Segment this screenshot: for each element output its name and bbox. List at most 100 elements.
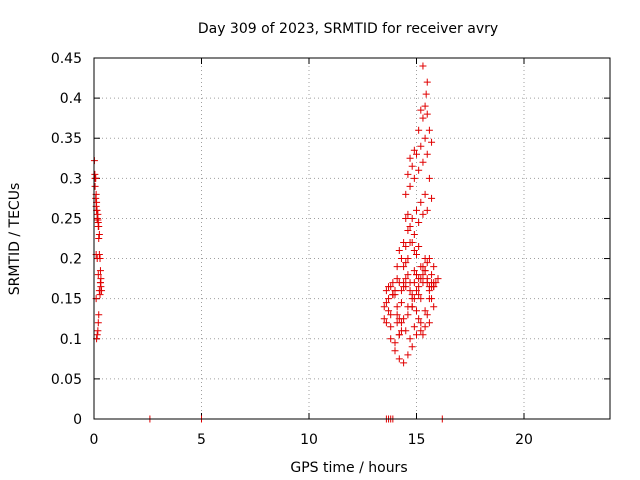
data-point (423, 110, 431, 118)
data-point (413, 206, 420, 214)
data-point (428, 194, 436, 202)
data-point (413, 251, 420, 259)
data-point (404, 303, 412, 311)
data-point (434, 275, 442, 283)
data-point (415, 283, 423, 291)
x-tick-label: 5 (197, 432, 206, 448)
data-point (423, 150, 431, 158)
data-point (415, 315, 423, 323)
data-point (400, 315, 408, 323)
data-point (91, 174, 99, 182)
x-tick-label: 15 (408, 432, 426, 448)
y-tick-label: 0.1 (60, 332, 82, 348)
plot-frame (93, 57, 611, 420)
data-point (404, 255, 412, 263)
data-point (410, 146, 418, 154)
data-point (430, 303, 438, 311)
data-point (94, 319, 102, 327)
data-point (419, 62, 427, 70)
data-point (413, 331, 420, 339)
data-point (402, 214, 410, 222)
data-point (404, 170, 412, 178)
data-point (402, 243, 410, 251)
data-point (408, 295, 416, 303)
data-point (415, 291, 423, 299)
data-point (404, 226, 412, 234)
data-point (410, 323, 418, 331)
data-point (95, 311, 103, 319)
data-point (406, 279, 414, 287)
data-point (397, 287, 405, 295)
data-point (423, 206, 431, 214)
data-point (404, 351, 412, 359)
data-point (391, 339, 399, 347)
y-tick-label: 0.45 (51, 51, 82, 67)
data-point (417, 142, 425, 150)
data-point (385, 307, 393, 315)
data-point (419, 114, 427, 122)
data-point (389, 279, 397, 287)
data-point (428, 279, 436, 287)
data-point (410, 267, 418, 275)
data-point (425, 174, 433, 182)
data-point (382, 287, 390, 295)
data-point (402, 190, 410, 198)
data-point (393, 263, 401, 271)
y-tick-label: 0 (73, 412, 82, 428)
data-point (387, 283, 395, 291)
data-point (428, 138, 436, 146)
data-point (393, 275, 401, 283)
data-point (395, 331, 403, 339)
data-point (402, 283, 410, 291)
data-point (406, 335, 414, 343)
data-point (417, 198, 425, 206)
data-point (95, 235, 103, 242)
data-point (406, 154, 414, 162)
y-tick-label: 0.3 (60, 171, 82, 187)
data-point (96, 267, 104, 275)
data-point (413, 150, 420, 158)
axis-ticks: 0 0.05 0.1 0.15 0.2 0.25 0.3 0.35 0.4 0.45 0 5 10 15 2… (51, 51, 610, 448)
data-point (417, 263, 425, 271)
data-point (415, 218, 423, 226)
data-point (423, 311, 431, 319)
data-point (410, 174, 418, 182)
data-point (389, 291, 397, 299)
data-point (391, 287, 399, 295)
data-point (430, 263, 438, 271)
y-tick-label: 0.15 (51, 292, 82, 308)
y-tick-label: 0.25 (51, 211, 82, 227)
data-point (408, 343, 416, 351)
data-point (380, 303, 388, 311)
data-point (408, 162, 416, 170)
data-point (406, 222, 414, 230)
data-point (380, 315, 388, 323)
data-point (404, 210, 412, 218)
data-point (395, 247, 403, 255)
data-point (395, 355, 403, 363)
data-points (90, 62, 446, 423)
data-point (93, 214, 101, 222)
data-point (406, 287, 414, 295)
data-point (425, 126, 433, 134)
data-point (400, 239, 408, 247)
data-point (404, 311, 412, 319)
data-point (402, 275, 410, 283)
data-point (423, 78, 431, 86)
data-point (415, 166, 423, 174)
data-point (419, 271, 427, 279)
data-point (397, 255, 405, 263)
data-point (98, 287, 106, 295)
data-point (410, 247, 418, 255)
y-tick-label: 0.05 (51, 372, 82, 388)
data-point (421, 190, 429, 198)
y-axis-label: SRMTID / TECUs (7, 183, 23, 296)
data-point (421, 323, 429, 331)
data-point (423, 275, 431, 283)
data-point (382, 299, 390, 307)
data-point (93, 255, 101, 263)
data-point (410, 230, 418, 238)
y-tick-label: 0.35 (51, 131, 82, 147)
chart-title: Day 309 of 2023, SRMTID for receiver avr… (198, 21, 498, 37)
